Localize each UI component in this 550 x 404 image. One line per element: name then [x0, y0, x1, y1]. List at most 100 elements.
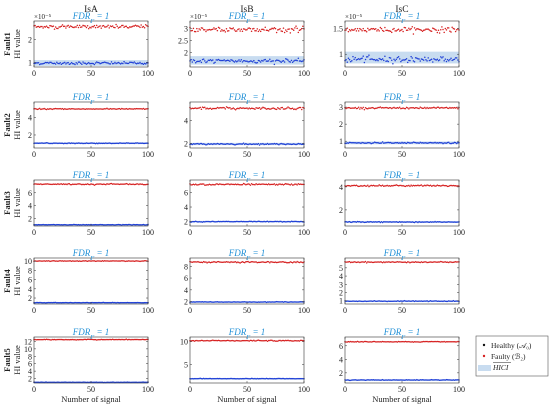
- healthy-point: [127, 223, 130, 226]
- healthy-point: [302, 377, 304, 380]
- healthy-point: [388, 221, 391, 223]
- faulty-point: [377, 341, 379, 343]
- faulty-point: [430, 185, 433, 187]
- healthy-point: [35, 142, 38, 144]
- healthy-point: [394, 300, 396, 302]
- column-title-isc: IsC: [395, 5, 408, 15]
- faulty-point: [427, 340, 429, 343]
- healthy-point: [212, 59, 214, 61]
- healthy-point: [121, 301, 123, 304]
- healthy-point: [41, 302, 43, 304]
- faulty-point: [397, 184, 400, 187]
- healthy-point: [199, 377, 202, 380]
- healthy-point: [36, 142, 39, 144]
- healthy-point: [421, 300, 424, 303]
- healthy-point: [74, 142, 76, 145]
- faulty-point: [263, 339, 265, 342]
- faulty-point: [139, 338, 141, 341]
- faulty-point: [242, 107, 245, 109]
- healthy-point: [404, 142, 407, 144]
- faulty-point: [421, 261, 424, 264]
- faulty-point: [426, 106, 428, 109]
- healthy-point: [58, 301, 60, 304]
- faulty-point: [217, 260, 220, 263]
- faulty-point: [113, 108, 115, 110]
- healthy-point: [246, 377, 248, 380]
- faulty-point: [429, 107, 432, 109]
- healthy-point: [454, 379, 457, 381]
- healthy-point: [93, 381, 96, 383]
- faulty-point: [266, 108, 269, 110]
- healthy-point: [379, 58, 382, 60]
- faulty-point: [385, 341, 387, 343]
- faulty-point: [409, 341, 411, 343]
- faulty-point: [222, 339, 224, 342]
- faulty-point: [218, 107, 221, 109]
- healthy-point: [239, 60, 241, 62]
- healthy-point: [368, 54, 370, 56]
- faulty-point: [42, 260, 44, 262]
- faulty-point: [85, 260, 88, 262]
- faulty-point: [198, 261, 200, 263]
- healthy-point: [408, 300, 410, 302]
- faulty-point: [87, 27, 90, 30]
- healthy-point: [62, 62, 65, 64]
- faulty-point: [43, 107, 46, 110]
- healthy-point: [204, 378, 206, 380]
- faulty-point: [452, 261, 455, 264]
- healthy-point: [89, 301, 91, 304]
- faulty-point: [427, 184, 429, 187]
- healthy-point: [57, 381, 59, 383]
- healthy-point: [92, 62, 95, 65]
- faulty-point: [400, 29, 402, 32]
- healthy-point: [379, 379, 382, 381]
- healthy-point: [365, 300, 368, 303]
- faulty-point: [289, 261, 292, 263]
- healthy-point: [218, 220, 221, 223]
- healthy-point: [102, 301, 105, 304]
- y-tick-label: 6: [28, 360, 32, 369]
- faulty-point: [142, 183, 145, 186]
- healthy-point: [229, 301, 231, 303]
- faulty-point: [413, 27, 416, 29]
- healthy-point: [269, 301, 271, 303]
- healthy-point: [381, 300, 384, 303]
- faulty-point: [457, 185, 459, 187]
- healthy-point: [370, 221, 372, 223]
- faulty-point: [420, 261, 423, 263]
- healthy-point: [282, 377, 285, 380]
- faulty-point: [228, 261, 230, 263]
- faulty-point: [356, 340, 359, 343]
- faulty-point: [215, 183, 217, 185]
- healthy-point: [436, 300, 439, 303]
- faulty-point: [95, 108, 98, 110]
- faulty-point: [413, 340, 416, 343]
- healthy-point: [85, 301, 88, 304]
- healthy-point: [121, 381, 123, 383]
- faulty-point: [59, 338, 61, 341]
- faulty-point: [446, 185, 449, 188]
- faulty-point: [134, 183, 137, 186]
- healthy-point: [116, 301, 118, 304]
- faulty-point: [44, 183, 47, 185]
- faulty-point: [38, 183, 41, 185]
- faulty-point: [438, 184, 441, 187]
- faulty-point: [238, 28, 240, 30]
- healthy-point: [363, 300, 366, 302]
- healthy-point: [266, 60, 269, 62]
- healthy-point: [74, 301, 76, 304]
- healthy-point: [97, 61, 99, 64]
- faulty-point: [380, 185, 383, 187]
- healthy-point: [79, 223, 82, 226]
- faulty-point: [393, 341, 395, 343]
- healthy-point: [352, 55, 354, 58]
- faulty-point: [349, 261, 352, 264]
- faulty-point: [417, 27, 419, 30]
- faulty-point: [440, 28, 442, 31]
- healthy-point: [259, 61, 262, 63]
- healthy-point: [133, 61, 136, 63]
- healthy-point: [453, 300, 456, 302]
- y-tick-label: 2: [28, 131, 32, 140]
- faulty-point: [194, 339, 197, 342]
- faulty-point: [132, 183, 134, 185]
